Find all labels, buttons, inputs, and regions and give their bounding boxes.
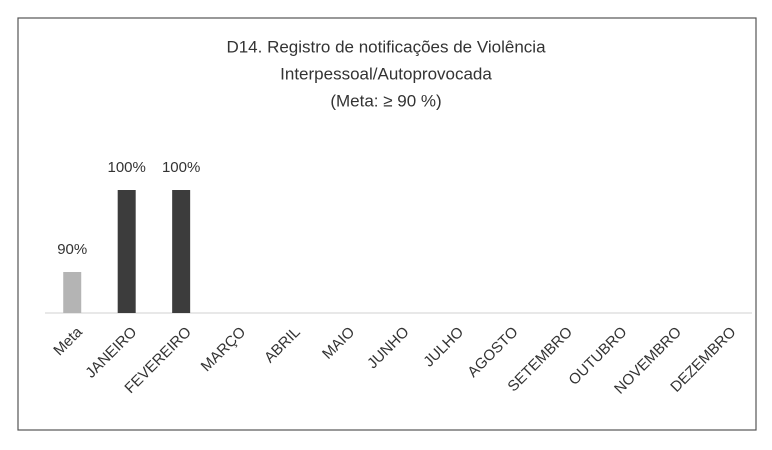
- data-label: 100%: [162, 159, 200, 176]
- chart-frame: [17, 17, 757, 431]
- bar: [172, 190, 191, 313]
- chart-title: D14. Registro de notificações de Violênc…: [226, 37, 546, 56]
- bar: [117, 190, 136, 313]
- data-label: 90%: [57, 241, 87, 258]
- bar: [63, 272, 82, 313]
- chart-title: Interpessoal/Autoprovocada: [280, 64, 492, 83]
- data-label: 100%: [108, 159, 146, 176]
- chart-title: (Meta: ≥ 90 %): [330, 91, 441, 110]
